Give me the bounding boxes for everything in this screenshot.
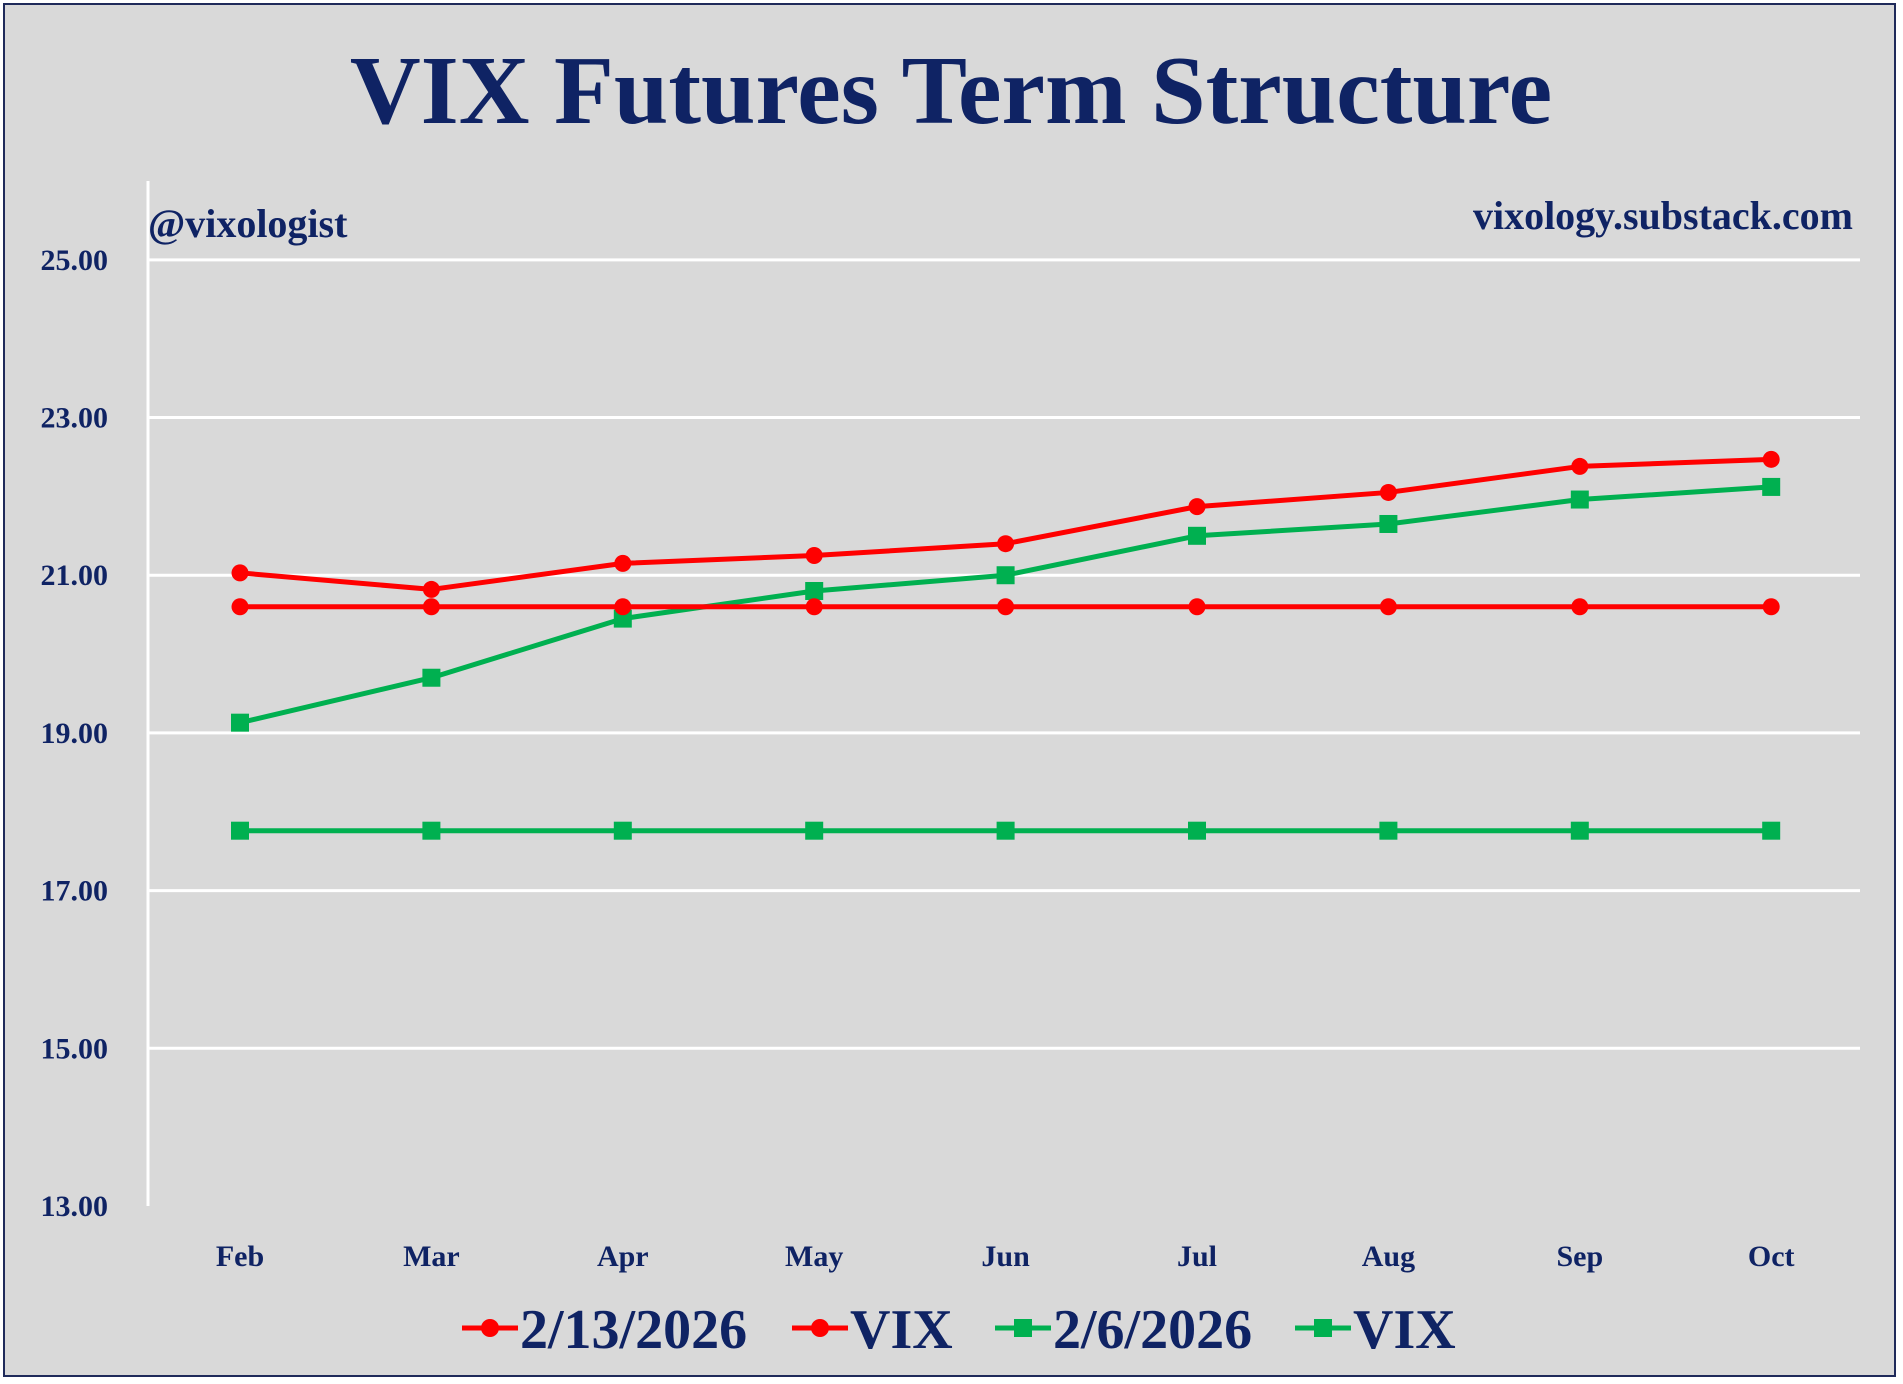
data-point — [805, 582, 824, 600]
legend-swatch-marker — [481, 1319, 499, 1337]
data-point — [1762, 598, 1780, 616]
data-point — [1571, 598, 1589, 616]
x-axis: Feb Mar Apr May Jun Jul Aug Sep Oct — [216, 1240, 1795, 1273]
data-point — [1188, 526, 1206, 545]
gridlines — [148, 258, 1860, 1050]
data-point — [614, 554, 632, 572]
data-point — [422, 821, 441, 840]
y-tick-label: 19.00 — [41, 717, 109, 750]
data-point — [613, 821, 632, 840]
data-point — [1762, 450, 1780, 468]
data-point — [805, 598, 823, 616]
x-tick-label: May — [785, 1240, 843, 1273]
data-point — [1379, 514, 1398, 533]
watermark-handle: @vixologist — [148, 201, 348, 246]
y-axis: 13.00 15.00 17.00 19.00 21.00 23.00 25.00 — [41, 181, 150, 1223]
legend-label: VIX — [850, 1299, 953, 1361]
data-point — [422, 580, 440, 598]
y-tick-label: 17.00 — [41, 875, 109, 908]
x-tick-label: Sep — [1556, 1240, 1603, 1273]
data-point — [1571, 457, 1589, 475]
legend-label: VIX — [1353, 1299, 1456, 1361]
chart-title: VIX Futures Term Structure — [350, 37, 1552, 145]
data-point — [614, 598, 632, 616]
series-2 — [231, 598, 1780, 616]
data-point — [231, 598, 249, 616]
series-3 — [231, 477, 1781, 732]
data-point — [996, 821, 1015, 840]
series-group — [231, 450, 1781, 840]
y-tick-label: 25.00 — [41, 244, 109, 277]
data-point — [805, 821, 824, 840]
data-point — [1379, 598, 1397, 616]
x-tick-label: Apr — [597, 1240, 649, 1273]
data-point — [805, 547, 823, 565]
data-point — [1570, 821, 1589, 840]
x-tick-label: Mar — [403, 1240, 460, 1273]
data-point — [996, 566, 1015, 585]
x-tick-label: Aug — [1362, 1240, 1415, 1273]
legend-label: 2/6/2026 — [1053, 1299, 1252, 1361]
legend-swatch-marker — [811, 1319, 829, 1337]
legend-item-2: VIX — [792, 1299, 953, 1361]
data-point — [1188, 598, 1206, 616]
watermark-url: vixology.substack.com — [1473, 193, 1853, 238]
x-tick-label: Jun — [981, 1240, 1030, 1273]
legend-item-4: VIX — [1295, 1299, 1456, 1361]
legend-item-1: 2/13/2026 — [462, 1299, 747, 1361]
data-point — [1570, 490, 1589, 509]
y-tick-label: 23.00 — [41, 402, 109, 435]
x-tick-label: Jul — [1177, 1240, 1217, 1273]
x-tick-label: Oct — [1748, 1240, 1795, 1273]
legend: 2/13/2026 VIX 2/6/2026 VIX — [462, 1299, 1456, 1361]
data-point — [997, 598, 1015, 616]
x-tick-label: Feb — [216, 1240, 264, 1273]
data-point — [231, 713, 249, 732]
y-tick-label: 21.00 — [41, 559, 109, 592]
data-point — [231, 564, 249, 582]
legend-swatch-marker — [1014, 1319, 1032, 1337]
data-point — [1379, 821, 1398, 840]
legend-label: 2/13/2026 — [520, 1299, 747, 1361]
data-point — [1188, 498, 1206, 516]
data-point — [422, 598, 440, 616]
data-point — [422, 668, 441, 687]
line-chart: VIX Futures Term Structure @vixologist v… — [41, 37, 1860, 1361]
y-tick-label: 15.00 — [41, 1032, 109, 1065]
chart-frame: VIX Futures Term Structure @vixologist v… — [3, 3, 1896, 1377]
series-1 — [231, 450, 1780, 598]
data-point — [1379, 483, 1397, 501]
data-point — [231, 821, 249, 840]
legend-item-3: 2/6/2026 — [995, 1299, 1252, 1361]
legend-swatch-marker — [1314, 1319, 1332, 1337]
data-point — [613, 609, 632, 628]
y-tick-label: 13.00 — [41, 1190, 109, 1223]
data-point — [1762, 477, 1781, 496]
data-point — [1762, 821, 1781, 840]
data-point — [997, 535, 1015, 553]
data-point — [1188, 821, 1206, 840]
series-4 — [231, 821, 1781, 840]
